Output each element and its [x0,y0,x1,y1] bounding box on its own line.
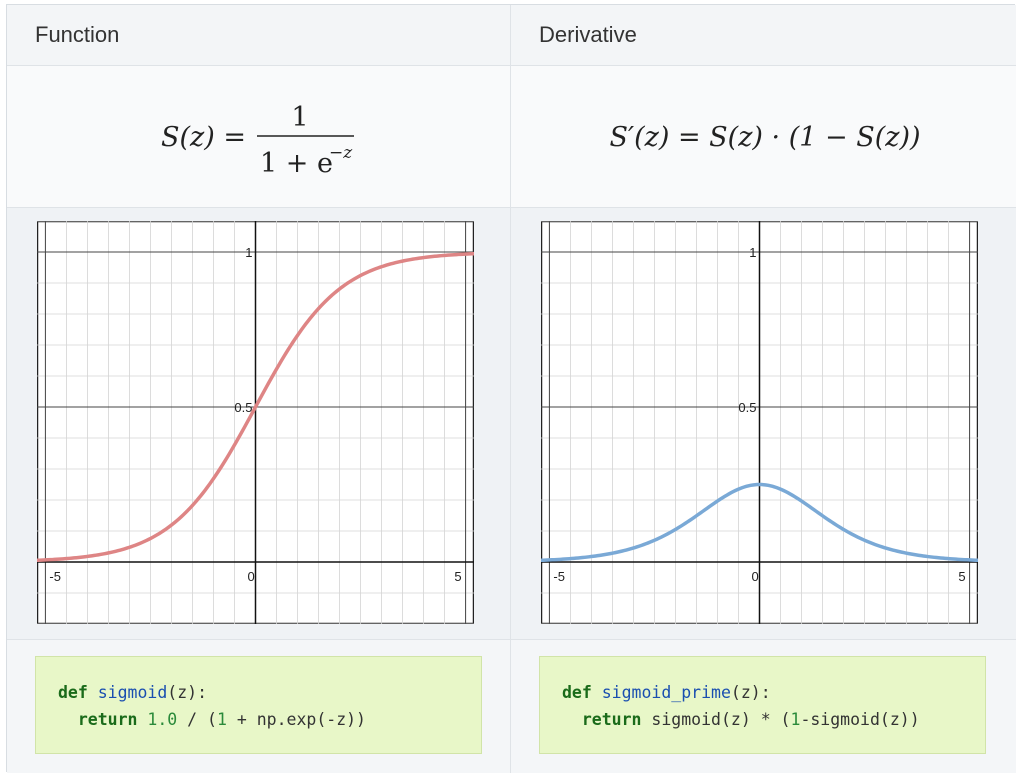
y-tick-label: 0.5 [234,400,252,415]
y-tick-label: 1 [245,245,252,260]
function-header-cell: Function [7,5,511,66]
y-tick-label: 1 [749,245,756,260]
derivative-formula: S′(z) = S(z) · (1 − S(z)) [609,122,920,153]
series-line [37,251,474,563]
return-keyword: return [581,710,642,729]
y-tick-label: 0.5 [738,400,756,415]
series-line [541,482,978,563]
derivative-header: Derivative [539,22,637,47]
number-literal: 1 [216,710,227,729]
sigmoid-prime-chart: -5 0 5 0.5 1 [541,221,978,624]
x-tick-label: 5 [454,569,461,584]
sigmoid-formula: S(z) = 1 1 + e −z [161,102,354,179]
sigmoid-prime-code-block: def sigmoid_prime(z): return sigmoid(z) … [539,656,986,754]
number-literal: 1.0 [147,710,178,729]
sigmoid-chart: -5 0 5 0.5 1 [37,221,474,624]
function-name: sigmoid_prime [601,683,731,702]
x-tick-label: -5 [49,569,61,584]
derivative-formula-cell: S′(z) = S(z) · (1 − S(z)) [511,66,1016,208]
function-args: (z): [167,683,208,702]
formula-numerator: 1 [291,102,308,133]
formula-lhs: S(z) = [161,122,246,153]
function-formula-cell: S(z) = 1 1 + e −z [7,66,511,208]
x-tick-label: 0 [752,569,759,584]
sigmoid-code-block: def sigmoid(z): return 1.0 / (1 + np.exp… [35,656,482,754]
function-code-cell: def sigmoid(z): return 1.0 / (1 + np.exp… [7,640,511,773]
formula-denominator: 1 + e [260,148,333,179]
return-keyword: return [77,710,138,729]
x-tick-label: 5 [958,569,965,584]
formula-exponent: −z [329,143,353,163]
function-name: sigmoid [97,683,168,702]
code-text: sigmoid(z) * ( [641,710,791,729]
derivative-plot-cell: -5 0 5 0.5 1 [511,208,1016,640]
code-text: / ( [177,710,217,729]
code-text: -sigmoid(z)) [800,710,920,729]
function-plot-cell: -5 0 5 0.5 1 [7,208,511,640]
function-args: (z): [730,683,771,702]
derivative-header-cell: Derivative [511,5,1016,66]
derivative-formula-text: S′(z) = S(z) · (1 − S(z)) [609,122,920,153]
x-tick-label: 0 [248,569,255,584]
def-keyword: def [58,683,88,702]
comparison-table: Function Derivative S(z) = 1 1 + e −z S′… [6,4,1016,773]
number-literal: 1 [790,710,801,729]
function-header: Function [35,22,120,47]
derivative-code-cell: def sigmoid_prime(z): return sigmoid(z) … [511,640,1016,773]
code-text: + np.exp(-z)) [226,710,366,729]
def-keyword: def [562,683,592,702]
x-tick-label: -5 [553,569,565,584]
